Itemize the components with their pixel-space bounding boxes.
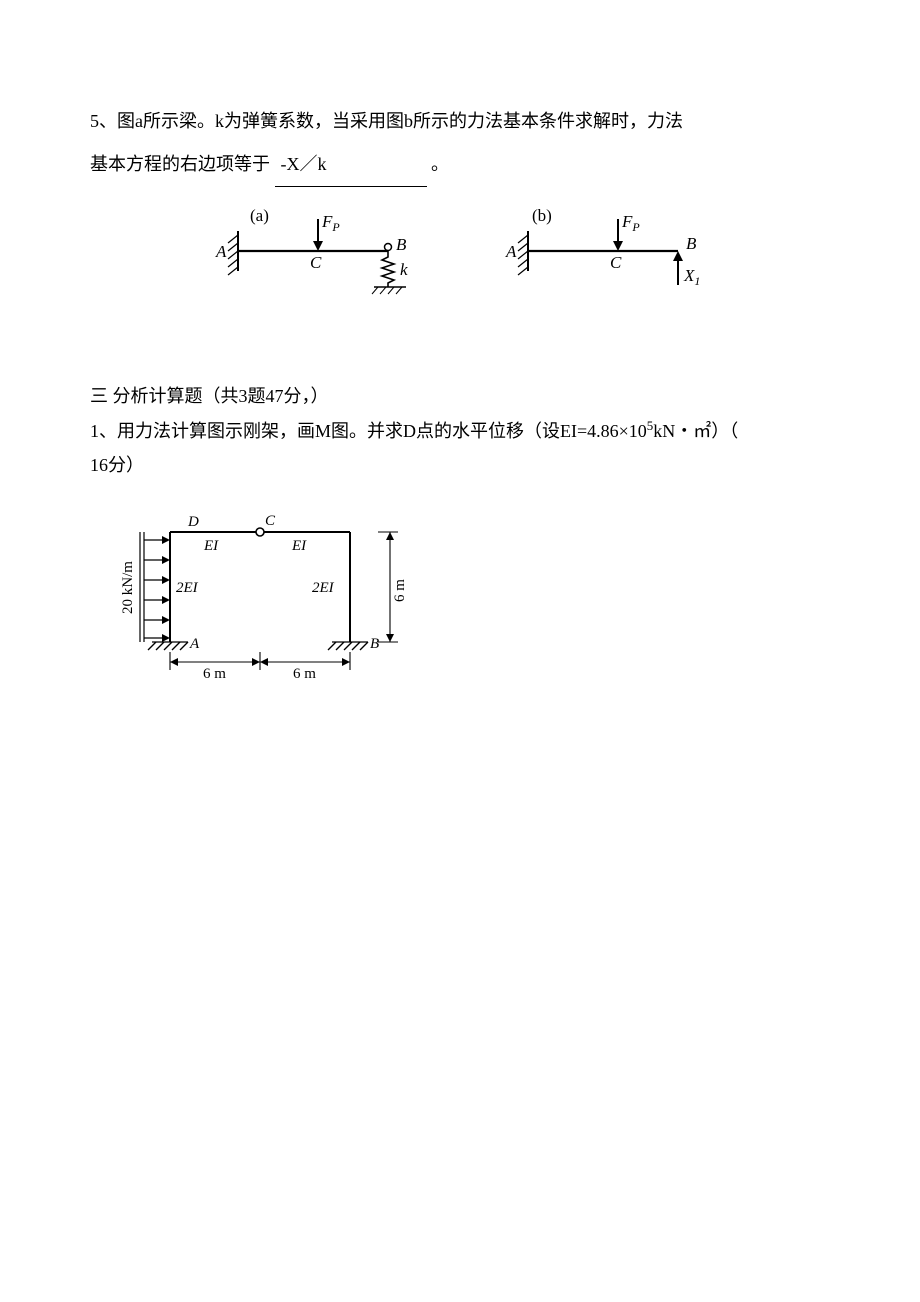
frame-2EI-left: 2EI <box>176 580 199 596</box>
q1-line2: 16分） <box>90 448 830 482</box>
fig-b-A: A <box>505 242 517 261</box>
q1-b: kN・㎡）（ <box>653 421 738 441</box>
fig-b-C: C <box>610 253 622 272</box>
frame-B: B <box>370 636 379 652</box>
beam-fig-b: (b) A B C FP X1 <box>500 201 710 311</box>
fig-a-title: (a) <box>250 206 269 225</box>
fig-b-F: FP <box>621 212 640 234</box>
frame-A: A <box>189 636 200 652</box>
q5-blank-value: -X／k <box>281 154 327 174</box>
fig-b-title: (b) <box>532 206 552 225</box>
beam-figures: (a) A B C k FP <box>90 201 830 311</box>
frame-height: 6 m <box>392 579 408 602</box>
frame-C: C <box>265 513 276 529</box>
q1-line: 1、用力法计算图示刚架，画M图。并求D点的水平位移（设EI=4.86×105kN… <box>90 414 830 448</box>
frame-2EI-right: 2EI <box>312 580 335 596</box>
frame-EI-left: EI <box>203 538 219 554</box>
q1-a: 1、用力法计算图示刚架，画M图。并求D点的水平位移（设EI=4.86×10 <box>90 421 647 441</box>
q1-c: 16分） <box>90 455 144 475</box>
frame-D: D <box>187 514 199 530</box>
q5-line2: 基本方程的右边项等于 -X／k 。 <box>90 143 830 187</box>
fig-a-A: A <box>215 242 227 261</box>
frame-span-2: 6 m <box>293 666 316 682</box>
beam-svg-a: (a) A B C k FP <box>210 201 420 311</box>
q5-line1-text: 5、图a所示梁。k为弹簧系数，当采用图b所示的力法基本条件求解时，力法 <box>90 111 683 131</box>
q5-blank: -X／k <box>275 143 427 187</box>
section3-heading: 三 分析计算题（共3题47分，） <box>90 379 830 413</box>
fig-a-C: C <box>310 253 322 272</box>
q5-line1: 5、图a所示梁。k为弹簧系数，当采用图b所示的力法基本条件求解时，力法 <box>90 100 830 143</box>
frame-figure: 20 kN/m <box>100 492 830 692</box>
q5-line2-c: 。 <box>431 154 449 174</box>
frame-load: 20 kN/m <box>120 561 136 614</box>
frame-EI-right: EI <box>291 538 307 554</box>
fig-a-B: B <box>396 235 407 254</box>
section3-heading-text: 三 分析计算题（共3题47分，） <box>90 386 329 406</box>
beam-svg-b: (b) A B C FP X1 <box>500 201 710 311</box>
page-root: 5、图a所示梁。k为弹簧系数，当采用图b所示的力法基本条件求解时，力法 基本方程… <box>0 0 920 752</box>
beam-fig-a: (a) A B C k FP <box>210 201 420 311</box>
fig-b-B: B <box>686 234 697 253</box>
q5-line2-a: 基本方程的右边项等于 <box>90 154 270 174</box>
fig-a-F: FP <box>321 212 340 234</box>
frame-span-1: 6 m <box>203 666 226 682</box>
frame-svg: 20 kN/m <box>100 492 460 692</box>
fig-a-k: k <box>400 260 408 279</box>
fig-b-X1: X1 <box>683 266 700 288</box>
